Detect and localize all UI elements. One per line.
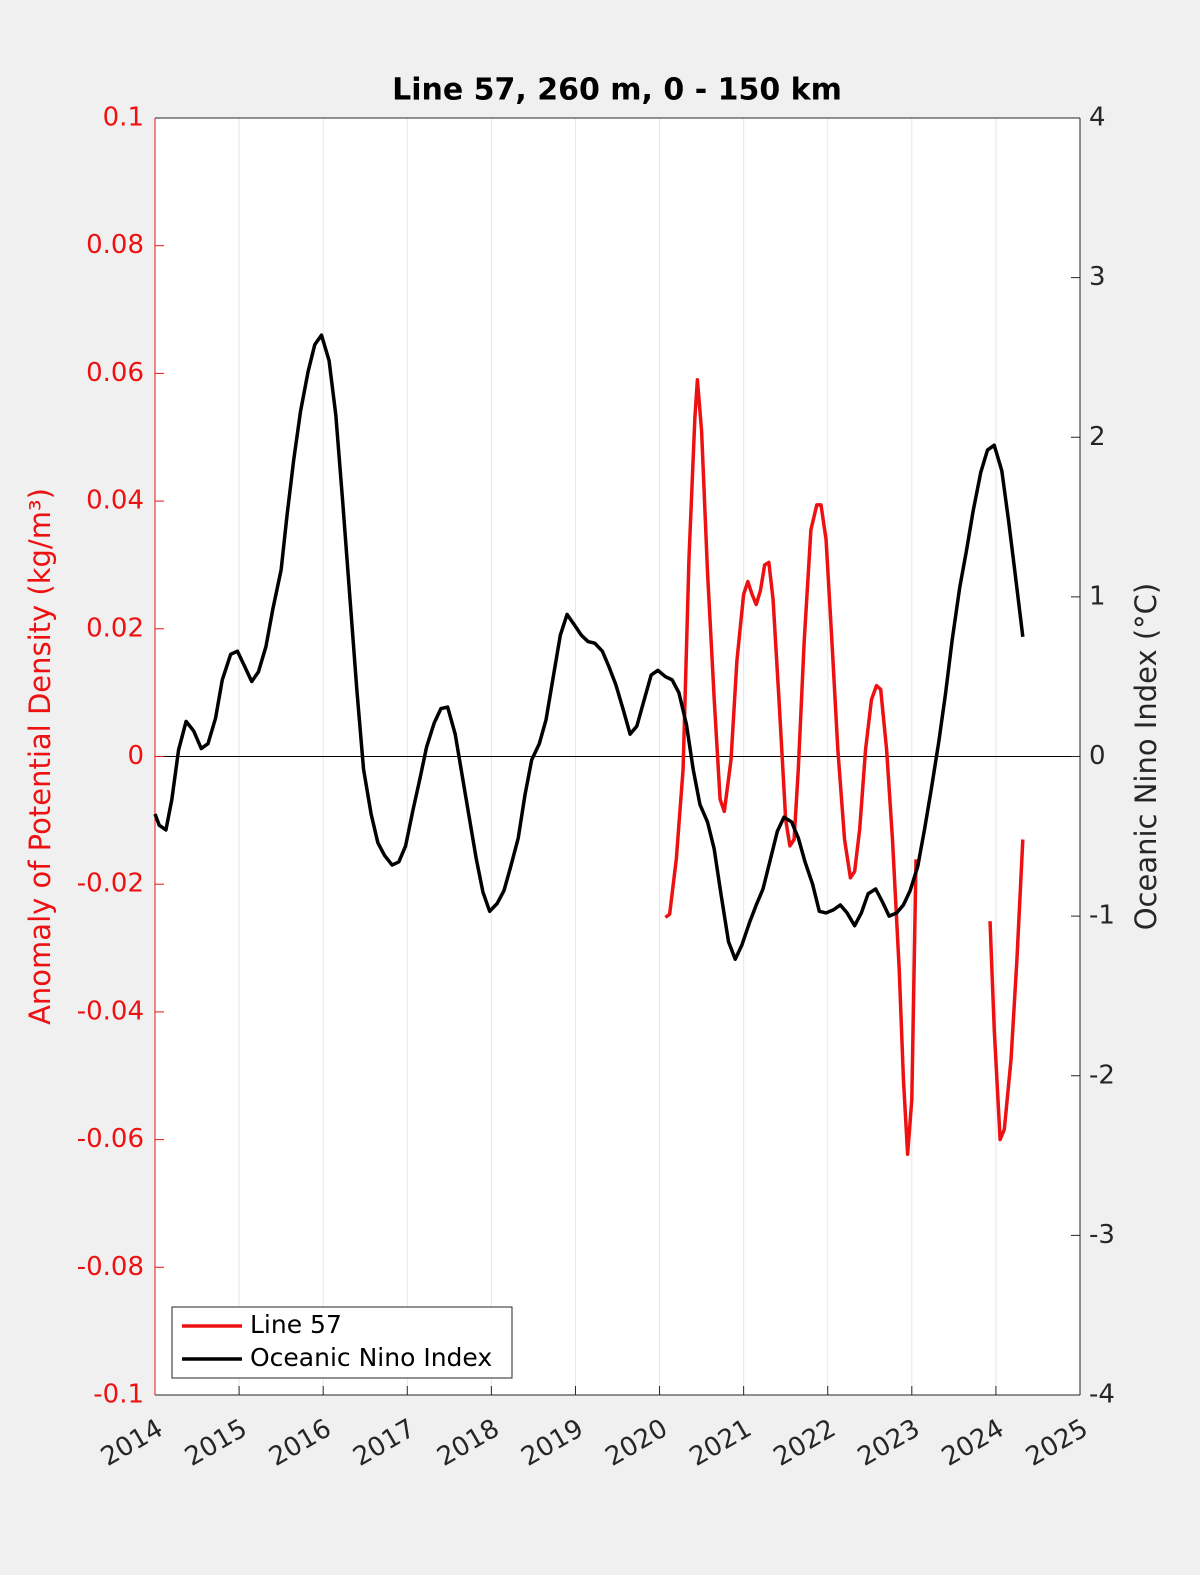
chart-title: Line 57, 260 m, 0 - 150 km [392, 73, 842, 108]
y2-tick-label: -2 [1089, 1060, 1115, 1090]
y2-tick-label: -1 [1089, 901, 1115, 931]
x-tick-label: 2015 [180, 1414, 252, 1473]
y-tick-label: -0.1 [93, 1380, 144, 1410]
x-tick-label: 2016 [264, 1414, 336, 1473]
y2-tick-label: 4 [1089, 103, 1106, 133]
y-tick-label: 0.04 [86, 486, 144, 516]
series-line [153, 333, 1025, 961]
x-tick-label: 2019 [516, 1414, 588, 1473]
y-tick-label: -0.08 [77, 1252, 144, 1282]
y2-tick-label: 2 [1089, 422, 1106, 452]
y2-tick-label: -3 [1089, 1220, 1115, 1250]
y-tick-label: 0.06 [86, 358, 144, 388]
y2-tick-label: -4 [1089, 1380, 1115, 1410]
x-tick-label: 2023 [853, 1414, 925, 1473]
y-tick-label: 0.08 [86, 230, 144, 260]
x-tick-label: 2024 [937, 1414, 1009, 1473]
x-tick-label: 2018 [432, 1414, 504, 1473]
legend-label: Oceanic Nino Index [250, 1343, 492, 1372]
x-tick-label: 2020 [600, 1414, 672, 1473]
y-tick-label: 0 [127, 741, 144, 771]
y2-axis-label: Oceanic Nino Index (°C) [1129, 583, 1163, 931]
y-tick-label: -0.04 [77, 996, 144, 1026]
legend-box [171, 1306, 513, 1379]
y-tick-label: -0.06 [77, 1124, 144, 1154]
y2-tick-label: 3 [1089, 262, 1106, 292]
x-tick-label: 2025 [1021, 1414, 1093, 1473]
y2-tick-label: 0 [1089, 741, 1106, 771]
x-tick-label: 2014 [96, 1414, 168, 1473]
series-line [664, 378, 1025, 1157]
legend-label: Line 57 [250, 1310, 342, 1339]
y-tick-label: 0.1 [103, 103, 144, 133]
y-tick-label: 0.02 [86, 613, 144, 643]
x-tick-label: 2022 [769, 1414, 841, 1473]
y-axis-label: Anomaly of Potential Density (kg/m³) [23, 488, 57, 1025]
x-tick-label: 2017 [348, 1414, 420, 1473]
y2-tick-label: 1 [1089, 581, 1106, 611]
y-tick-label: -0.02 [77, 869, 144, 899]
x-tick-label: 2021 [685, 1414, 757, 1473]
